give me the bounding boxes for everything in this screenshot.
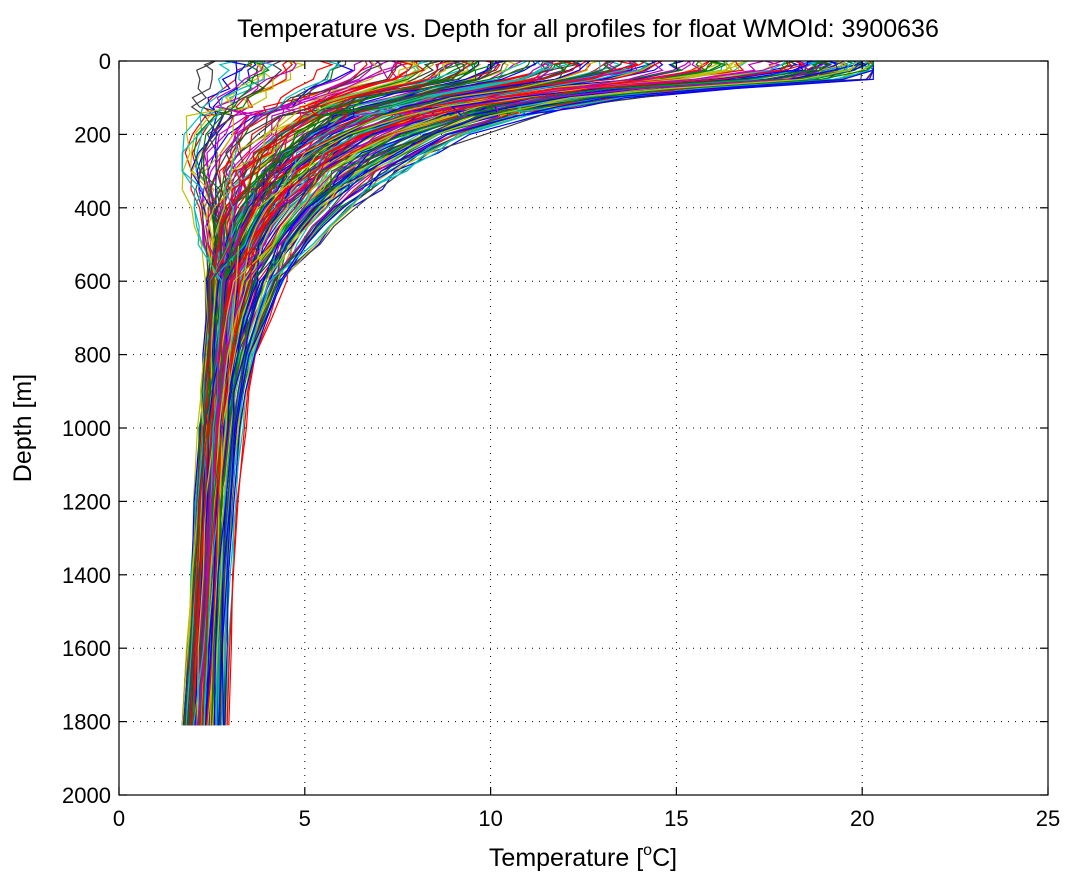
profile-line	[181, 60, 274, 726]
profile-line	[196, 60, 400, 726]
y-tick-label: 400	[74, 196, 111, 221]
y-axis-label: Depth [m]	[9, 374, 37, 482]
y-tick-label: 1800	[62, 710, 111, 735]
tick-labels: 0 5 10 15 20 25 0 200 400 600 800 1000 1200 1400 1600 1…	[62, 49, 1060, 831]
x-axis-label-unit-sup: o	[643, 842, 652, 859]
profile-lines	[181, 60, 875, 726]
x-axis-label: Temperature [oC]	[489, 842, 677, 872]
profile-line	[191, 60, 554, 726]
profile-line	[213, 60, 824, 726]
x-tick-label: 25	[1036, 806, 1060, 831]
y-tick-label: 1000	[62, 416, 111, 441]
profile-line	[188, 60, 451, 726]
profile-line	[221, 61, 874, 726]
profile-line	[219, 60, 875, 726]
profile-line	[209, 60, 599, 726]
profile-line	[188, 60, 465, 726]
x-tick-label: 5	[299, 806, 311, 831]
profile-line	[181, 60, 236, 726]
profile-line	[198, 60, 495, 726]
profile-line	[218, 61, 874, 726]
profile-line	[224, 61, 874, 726]
profile-line	[201, 60, 806, 726]
y-tick-label: 200	[74, 122, 111, 147]
y-tick-label: 2000	[62, 783, 111, 808]
y-tick-label: 1200	[62, 489, 111, 514]
profile-line	[199, 60, 745, 726]
profile-line	[195, 60, 637, 726]
profile-line	[203, 60, 648, 726]
profile-line	[192, 60, 656, 726]
x-tick-label: 10	[478, 806, 502, 831]
profile-line	[189, 60, 414, 726]
x-tick-label: 20	[850, 806, 874, 831]
y-tick-label: 1400	[62, 563, 111, 588]
profile-line	[225, 60, 848, 726]
axis-ticks	[118, 60, 1049, 796]
profile-line	[226, 60, 874, 726]
chart-title: Temperature vs. Depth for all profiles f…	[237, 15, 939, 43]
y-tick-label: 1600	[62, 636, 111, 661]
profile-line	[197, 60, 623, 726]
profile-line	[185, 60, 342, 726]
y-tick-label: 600	[74, 269, 111, 294]
profile-line	[212, 60, 859, 726]
x-tick-label: 0	[113, 806, 125, 831]
y-tick-label: 800	[74, 343, 111, 368]
x-tick-label: 15	[664, 806, 688, 831]
y-tick-label: 0	[99, 49, 111, 74]
profile-line	[221, 60, 865, 726]
